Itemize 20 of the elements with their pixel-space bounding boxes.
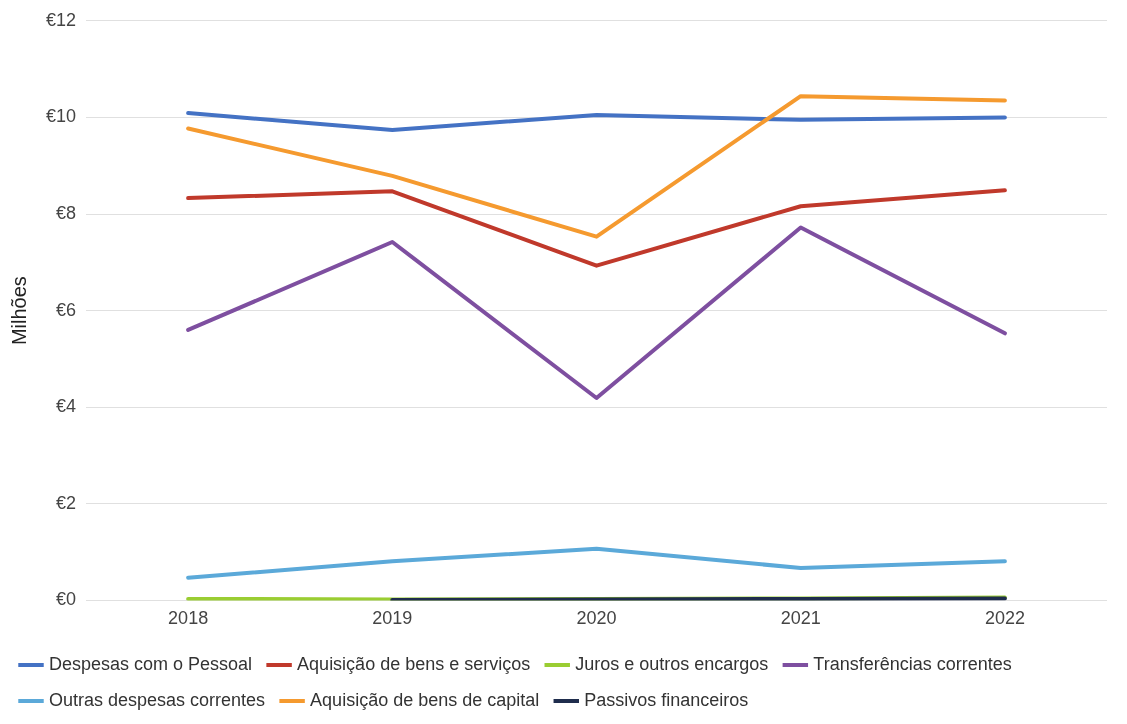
y-tick-label: €6 [56, 299, 77, 320]
x-tick-label: 2022 [984, 608, 1025, 629]
legend-label: Aquisição de bens e serviços [297, 653, 531, 674]
x-tick-label: 2018 [168, 608, 209, 629]
y-tick-label: €8 [56, 202, 77, 223]
x-tick-label: 2021 [780, 608, 821, 629]
legend-label: Outras despesas correntes [49, 689, 266, 710]
x-tick-label: 2019 [372, 608, 413, 629]
y-axis-title: Milhões [7, 276, 30, 346]
legend-label: Despesas com o Pessoal [49, 653, 253, 674]
legend-label: Juros e outros encargos [575, 653, 769, 674]
y-tick-label: €0 [56, 589, 77, 610]
legend-label: Aquisição de bens de capital [310, 689, 540, 710]
y-tick-label: €12 [45, 9, 77, 30]
legend-label: Passivos financeiros [584, 689, 749, 710]
y-tick-label: €4 [56, 396, 77, 417]
y-tick-label: €2 [56, 492, 77, 513]
x-tick-label: 2020 [576, 608, 617, 629]
legend-label: Transferências correntes [813, 653, 1012, 674]
y-tick-label: €10 [45, 106, 77, 127]
